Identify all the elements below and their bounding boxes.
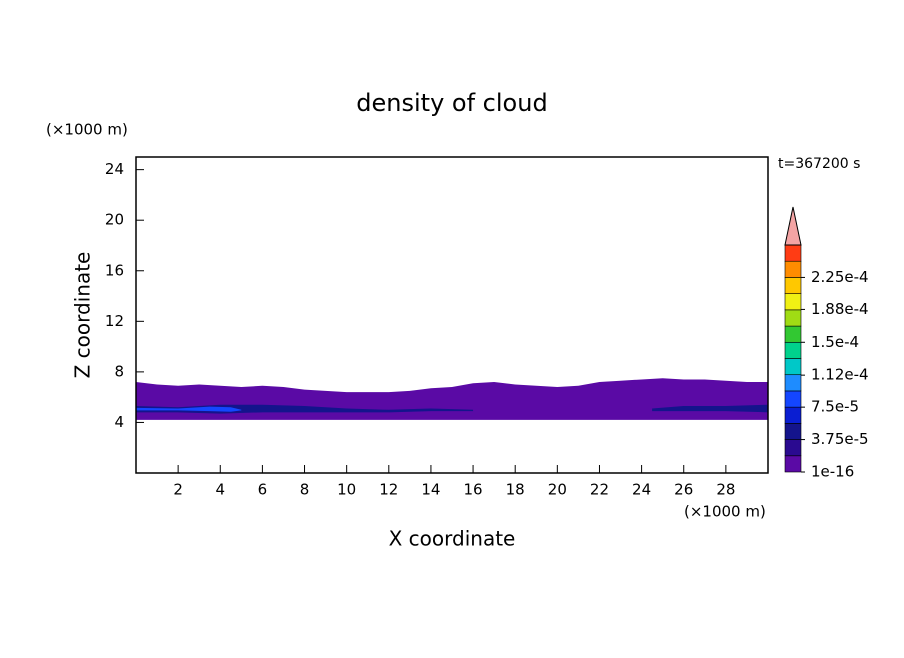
colorbar-tick-label: 1.5e-4 (811, 333, 859, 351)
colorbar-tick-label: 1e-16 (811, 463, 854, 481)
x-tick-label: 2 (173, 481, 183, 499)
x-tick-label: 18 (506, 481, 525, 499)
colorbar-band (784, 374, 802, 392)
colorbar-band (784, 244, 802, 262)
y-tick-label: 4 (114, 413, 124, 431)
x-tick-label: 8 (300, 481, 310, 499)
colorbar-band (784, 309, 802, 327)
colorbar-band (784, 439, 802, 457)
x-axis-title: X coordinate (389, 527, 516, 551)
colorbar-band (784, 277, 802, 294)
y-tick-label: 16 (105, 261, 124, 279)
colorbar-band (784, 260, 802, 278)
x-tick-label: 16 (464, 481, 483, 499)
x-tick-label: 10 (337, 481, 356, 499)
y-tick-label: 20 (105, 211, 124, 229)
chart-title: density of cloud (356, 89, 547, 117)
y-tick-label: 24 (105, 160, 124, 178)
colorbar-extend (784, 206, 802, 246)
y-tick-label: 12 (105, 312, 124, 330)
contour-region (652, 404, 768, 413)
plot-frame (135, 156, 769, 474)
x-tick-label: 14 (421, 481, 440, 499)
colorbar-tick-label: 1.12e-4 (811, 366, 869, 384)
time-label: t=367200 s (778, 156, 860, 172)
x-tick-label: 26 (674, 481, 693, 499)
colorbar-band (784, 325, 802, 343)
colorbar-band (784, 406, 802, 424)
colorbar-band (784, 455, 802, 473)
x-tick-label: 4 (215, 481, 225, 499)
colorbar-tick-label: 2.25e-4 (811, 268, 869, 286)
x-unit: (×1000 m) (684, 503, 766, 521)
colorbar-band (784, 358, 802, 376)
x-tick-label: 6 (258, 481, 268, 499)
y-tick-label: 8 (114, 362, 124, 380)
colorbar-band (784, 390, 802, 408)
colorbar-tick-label: 1.88e-4 (811, 300, 869, 318)
y-axis-title: Z coordinate (71, 252, 95, 379)
colorbar-band (784, 341, 802, 359)
contour-region (136, 406, 242, 412)
colorbar-band (784, 423, 802, 440)
contour-region (136, 378, 768, 420)
y-unit: (×1000 m) (46, 121, 128, 139)
x-tick-label: 12 (379, 481, 398, 499)
x-tick-label: 22 (590, 481, 609, 499)
colorbar-tick-label: 3.75e-5 (811, 430, 869, 448)
colorbar-band (784, 293, 802, 311)
x-tick-label: 28 (716, 481, 735, 499)
x-tick-label: 24 (632, 481, 651, 499)
x-tick-label: 20 (548, 481, 567, 499)
colorbar-tick-label: 7.5e-5 (811, 398, 859, 416)
contour-region (136, 404, 474, 414)
